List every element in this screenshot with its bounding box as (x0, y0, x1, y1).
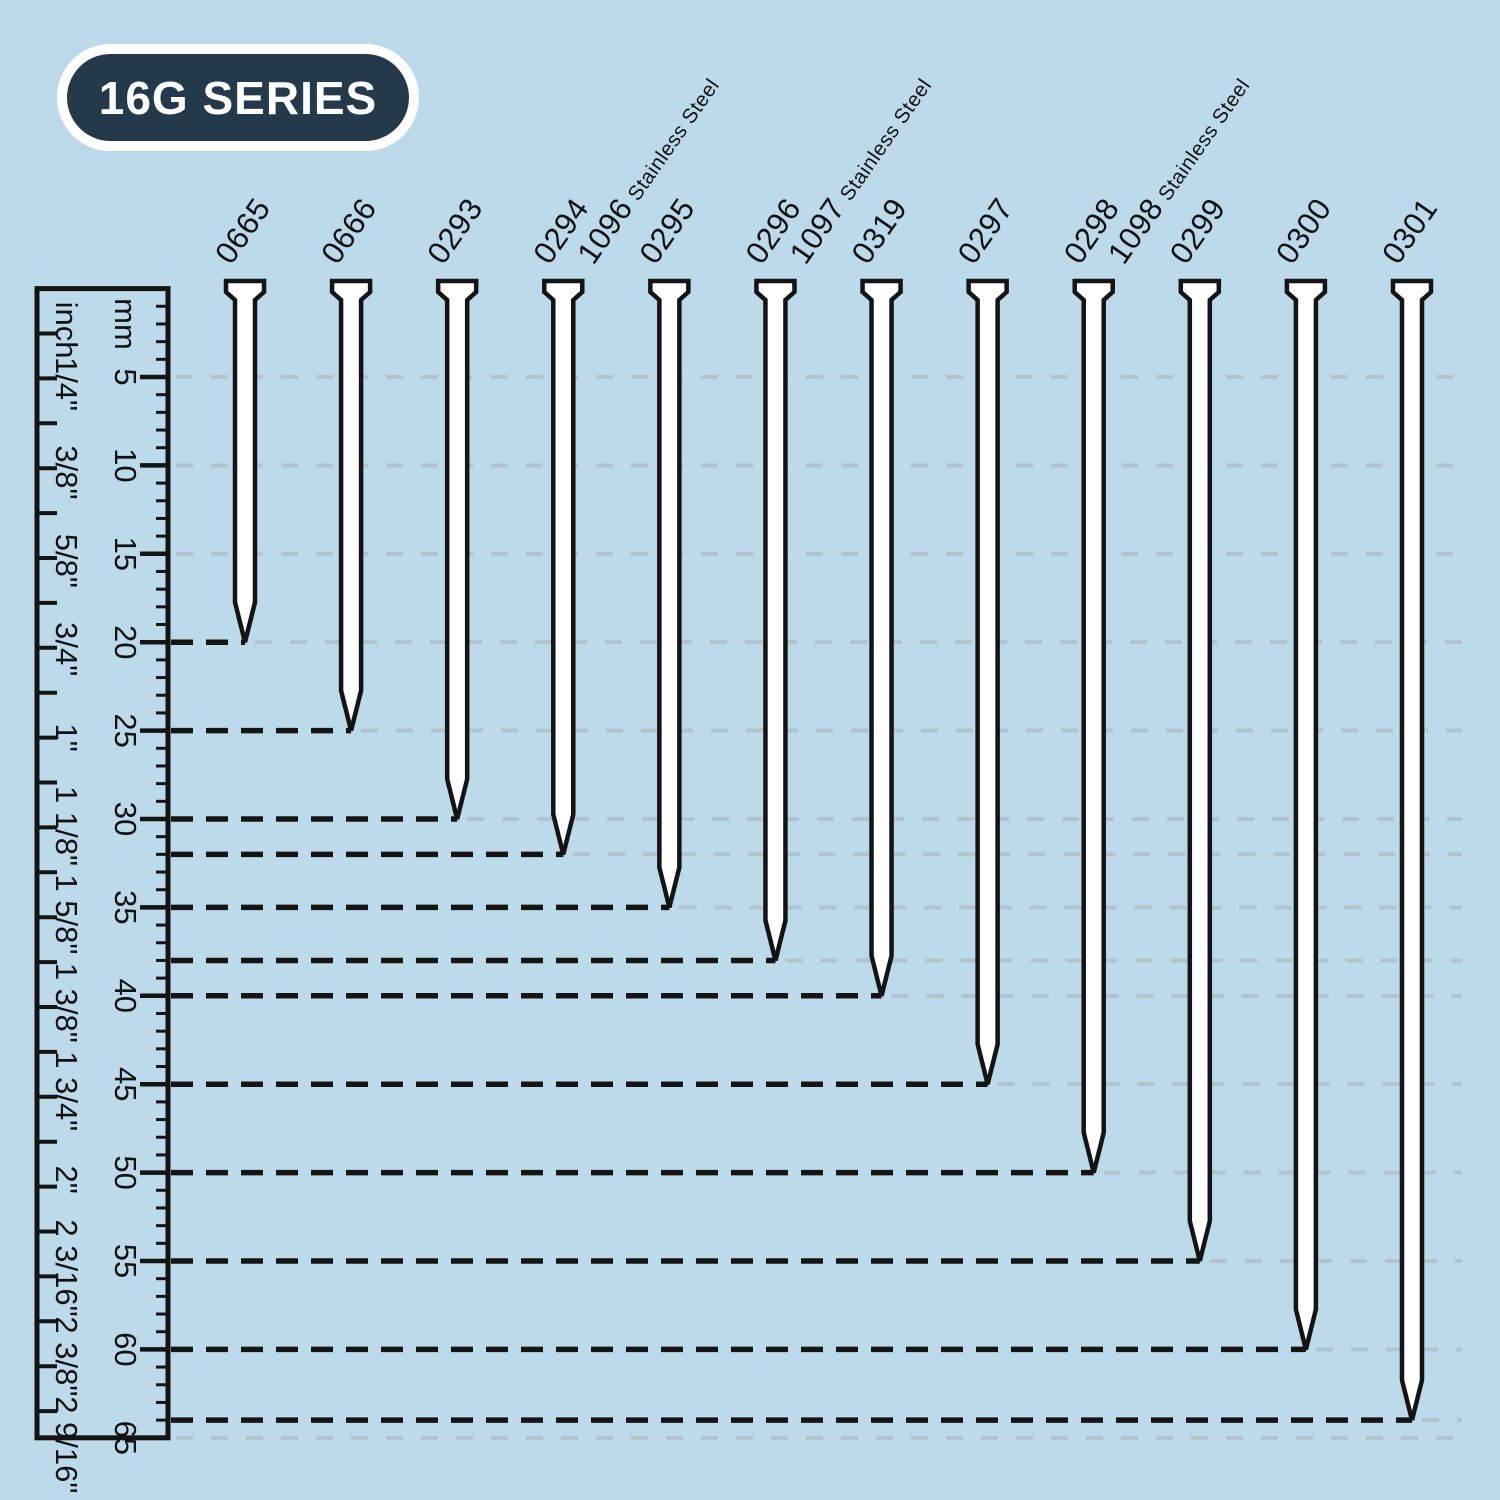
stainless-steel-note: Stainless Steel (1154, 75, 1255, 205)
inch-label-11: 2 3/16" (49, 1219, 84, 1316)
mm-unit-label: mm (108, 298, 143, 350)
nail-0295 (648, 278, 691, 908)
mm-tick-label-20: 20 (108, 625, 143, 659)
nail-0300 (1284, 278, 1328, 1350)
ruler-frame (34, 286, 171, 1441)
mm-tick-label-40: 40 (108, 979, 143, 1013)
mm-tick-label-10: 10 (108, 448, 143, 482)
inch-label-9: 1 3/4" (49, 1051, 84, 1131)
inch-label-5: 1" (49, 723, 84, 751)
mm-tick-label-25: 25 (108, 713, 143, 747)
mm-tick-label-30: 30 (108, 802, 143, 836)
inch-label-3: 5/8" (49, 534, 84, 588)
stainless-steel-note: Stainless Steel (623, 75, 724, 205)
nail-label-0293: 0293 (420, 192, 489, 270)
nail-0301 (1390, 278, 1434, 1421)
nail-0319 (860, 278, 903, 997)
nail-label-0665: 0665 (208, 192, 277, 270)
inch-label-7: 1 5/8" (49, 874, 84, 954)
inch-label-8: 1 3/8" (49, 963, 84, 1043)
inch-unit-label: inch (49, 302, 84, 359)
inch-label-6: 1 1/8" (49, 786, 84, 866)
nail-0296 (754, 278, 797, 961)
inch-label-10: 2" (49, 1165, 84, 1193)
mm-tick-label-60: 60 (108, 1332, 143, 1366)
stainless-steel-note: Stainless Steel (835, 75, 936, 205)
nail-0294 (542, 278, 585, 855)
mm-tick-label-45: 45 (108, 1067, 143, 1101)
series-badge: 16G SERIES (57, 44, 419, 151)
series-badge-label: 16G SERIES (98, 71, 378, 124)
inch-label-1: 1/4" (49, 357, 84, 411)
nail-0298 (1072, 278, 1115, 1174)
mm-tick-label-15: 15 (108, 537, 143, 571)
inch-label-12: 2 3/8" (49, 1316, 84, 1396)
nail-0293 (435, 278, 479, 820)
mm-tick-label-65: 65 (108, 1421, 143, 1455)
nail-label-0666: 0666 (314, 192, 383, 270)
nail-0297 (966, 278, 1009, 1085)
mm-tick-label-55: 55 (108, 1244, 143, 1278)
inch-label-2: 3/8" (49, 445, 84, 499)
nail-0299 (1178, 278, 1222, 1262)
nail-label-0300: 0300 (1269, 192, 1338, 270)
inch-label-13: 2 9/16" (49, 1396, 84, 1493)
mm-tick-label-50: 50 (108, 1155, 143, 1189)
inch-label-4: 3/4" (49, 622, 84, 676)
nail-label-0301: 0301 (1375, 192, 1444, 270)
nail-0666 (329, 278, 373, 732)
mm-tick-label-5: 5 (108, 368, 143, 385)
mm-tick-label-35: 35 (108, 890, 143, 924)
nail-label-0297: 0297 (951, 192, 1020, 270)
nail-0665 (223, 278, 267, 643)
